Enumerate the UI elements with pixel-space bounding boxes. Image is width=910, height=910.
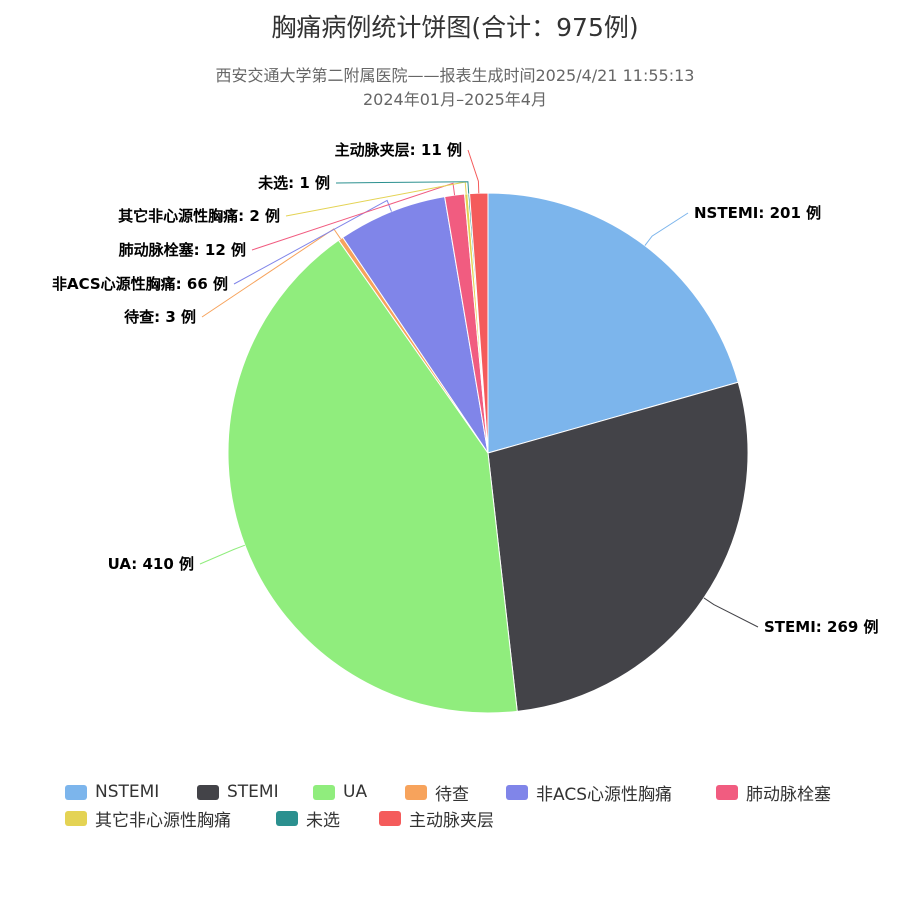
connector-line-9 <box>467 149 480 194</box>
data-label-8: 未选: 1 例 <box>257 174 330 192</box>
legend-item-7[interactable]: 其它非心源性胸痛 <box>65 806 231 831</box>
legend-label: 主动脉夹层 <box>409 810 494 831</box>
pie-slice-2[interactable] <box>487 381 749 712</box>
chart-subtitle-source: 西安交通大学第二附属医院——报表生成时间2025/4/21 11:55:13 <box>215 66 695 85</box>
legend-row-1: NSTEMI STEMI UA 待查 非ACS心源性胸痛 肺动脉栓塞 <box>0 780 910 805</box>
pie-chart: NSTEMI: 201 例 STEMI: 269 例 UA: 410 例 待查: 3 … <box>52 141 879 714</box>
connector-line-3 <box>199 544 246 565</box>
data-label-3: UA: 410 例 <box>108 555 194 573</box>
pie-slice-1[interactable] <box>487 192 739 454</box>
connector-line-8 <box>335 181 470 194</box>
legend-swatch <box>379 810 401 826</box>
legend-label: 待查 <box>435 784 469 805</box>
data-label-7: 其它非心源性胸痛: 2 例 <box>118 207 280 225</box>
legend-swatch <box>65 810 87 826</box>
label-connectors <box>199 149 759 628</box>
legend-swatch <box>313 784 335 800</box>
data-label-5: 非ACS心源性胸痛: 66 例 <box>52 275 228 293</box>
connector-line-4 <box>201 228 342 318</box>
legend-label: 其它非心源性胸痛 <box>95 810 231 831</box>
legend-label: 非ACS心源性胸痛 <box>536 784 672 805</box>
data-label-6: 肺动脉栓塞: 12 例 <box>119 241 246 259</box>
chart-title: 胸痛病例统计饼图(合计：975例) <box>271 13 639 42</box>
legend-item-1[interactable]: NSTEMI <box>65 780 159 804</box>
legend-swatch <box>405 784 427 800</box>
legend-label: 肺动脉栓塞 <box>746 784 831 805</box>
data-label-1: NSTEMI: 201 例 <box>694 204 821 222</box>
data-label-4: 待查: 3 例 <box>124 308 196 326</box>
legend-item-6[interactable]: 肺动脉栓塞 <box>716 780 831 805</box>
connector-line-5 <box>233 199 392 285</box>
connector-line-1 <box>644 212 689 246</box>
legend-label: NSTEMI <box>95 782 160 802</box>
legend-label: UA <box>343 782 368 802</box>
pie-slice-5[interactable] <box>342 196 489 454</box>
legend-swatch <box>65 784 87 800</box>
pie-slices <box>227 192 749 714</box>
legend-label: 未选 <box>306 810 340 831</box>
connector-line-2 <box>703 597 759 628</box>
legend-label: STEMI <box>227 782 279 802</box>
legend-swatch <box>276 810 298 826</box>
legend-item-2[interactable]: STEMI <box>197 780 279 804</box>
chart-subtitle-period: 2024年01月–2025年4月 <box>363 90 547 109</box>
legend-item-8[interactable]: 未选 <box>276 806 340 831</box>
legend-swatch <box>716 784 738 800</box>
data-label-9: 主动脉夹层: 11 例 <box>335 141 462 159</box>
data-labels: NSTEMI: 201 例 STEMI: 269 例 UA: 410 例 待查: 3 … <box>52 141 879 636</box>
legend-swatch <box>197 784 219 800</box>
legend-swatch <box>506 784 528 800</box>
data-label-2: STEMI: 269 例 <box>764 618 879 636</box>
connector-line-6 <box>251 182 456 251</box>
legend-item-9[interactable]: 主动脉夹层 <box>379 806 494 831</box>
legend-item-3[interactable]: UA <box>313 780 367 804</box>
legend-row-2: 其它非心源性胸痛 未选 主动脉夹层 <box>0 806 910 831</box>
legend-item-4[interactable]: 待查 <box>405 780 469 805</box>
legend-item-5[interactable]: 非ACS心源性胸痛 <box>506 780 672 805</box>
